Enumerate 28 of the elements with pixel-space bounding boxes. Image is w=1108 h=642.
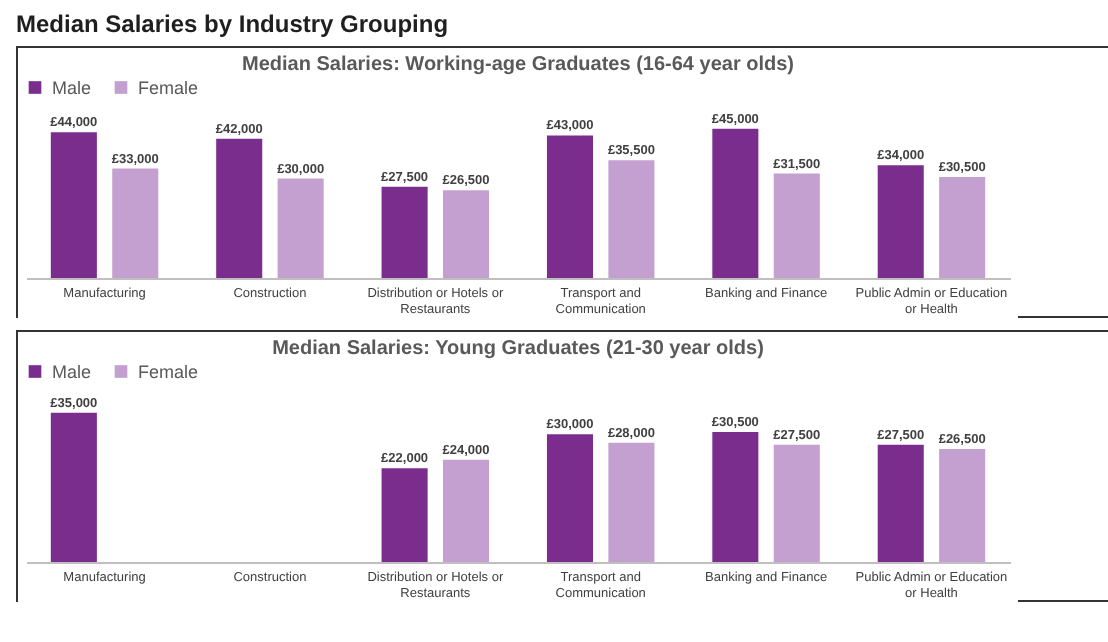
bar [546,434,594,562]
bar [712,128,759,278]
bar [939,176,986,278]
bar [381,186,428,278]
text: Median Salaries by Industry Grouping [14,8,451,42]
bar [773,444,820,562]
bar [773,173,820,278]
bar [50,412,97,562]
bar [608,160,655,278]
bar [381,468,428,562]
legend-label: Female [138,77,199,98]
bar [277,178,324,278]
bar [112,168,159,278]
bar [442,190,490,278]
bar [877,165,924,278]
bar [939,449,986,562]
chart-title: Median Salaries: Working-age Graduates (16-64 year olds) [241,54,795,76]
bar [608,442,655,562]
chart-title: Median Salaries: Young Graduates (21-30 year olds) [272,338,764,360]
bar [712,432,759,562]
bar [442,459,490,562]
legend-label: Male [52,361,92,382]
legend-label: Female [138,361,199,382]
bar [50,132,97,278]
bar [546,135,594,278]
bar [877,444,924,562]
bar [216,138,263,278]
legend-label: Male [52,77,92,98]
